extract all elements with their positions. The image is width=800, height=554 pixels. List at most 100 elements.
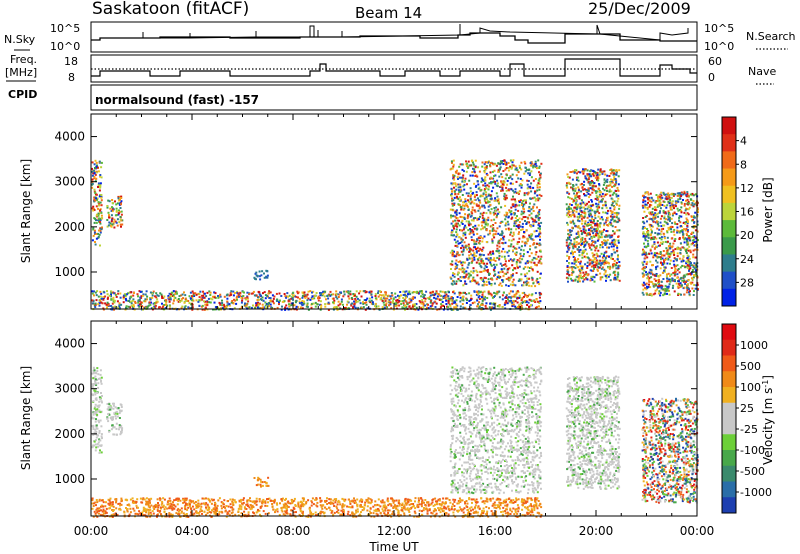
echo-cell [125,293,128,296]
echo-cell [618,264,621,267]
echo-cell [680,191,683,194]
echo-cell [534,190,537,193]
echo-cell [120,210,123,213]
echo-cell [672,195,675,197]
echo-cell [485,196,488,198]
echo-cell [296,292,299,295]
echo-cell [474,166,477,169]
echo-cell [457,271,460,274]
echo-cell [95,237,98,240]
echo-cell [205,295,208,298]
echo-cell [683,286,686,289]
echo-cell [509,301,512,304]
echo-cell [516,306,519,309]
echo-cell [485,201,488,204]
echo-cell [613,251,616,254]
echo-cell [479,201,482,204]
echo-cell [579,248,582,251]
echo-cell [225,305,228,308]
echo-cell [652,284,655,287]
echo-cell [690,215,693,218]
echo-cell [201,304,204,307]
echo-cell [458,176,461,179]
echo-cell [566,182,568,185]
echo-cell [480,177,483,180]
echo-cell [685,199,687,202]
echo-cell [488,274,491,276]
echo-cell [457,193,460,195]
echo-cell [487,259,490,262]
echo-cell [576,280,579,283]
echo-cell [474,194,476,197]
echo-cell [101,297,103,300]
echo-cell [574,187,577,190]
echo-cell [402,294,405,296]
echo-cell [616,229,619,232]
echo-cell [159,292,162,295]
echo-cell [514,295,517,298]
echo-cell [584,220,587,223]
echo-cell [571,250,574,253]
echo-cell [483,290,486,293]
echo-cell [515,261,518,263]
echo-cell [476,180,479,183]
echo-cell [575,275,578,278]
echo-cell [353,302,356,305]
echo-cell [517,227,520,230]
echo-cell [511,303,514,306]
echo-cell [648,252,651,255]
echo-cell [517,209,520,212]
echo-cell [586,273,589,276]
echo-cell [265,276,268,279]
echo-cell [390,292,393,294]
echo-cell [512,238,515,241]
echo-cell [510,167,513,170]
echo-cell [584,240,587,243]
echo-cell [482,184,485,187]
nsky-tick-top: 10^5 [50,22,80,35]
echo-cell [613,241,616,244]
echo-cell [92,172,95,175]
echo-cell [663,215,666,218]
echo-cell [594,214,597,217]
echo-cell [228,304,231,307]
echo-cell [686,202,689,204]
echo-cell [682,255,685,258]
echo-cell [682,222,685,224]
echo-cell [451,199,454,202]
echo-cell [646,230,648,233]
echo-cell [504,168,507,171]
echo-cell [537,217,540,220]
echo-cell [112,296,115,299]
echo-cell [673,251,676,254]
echo-cell [681,279,684,282]
echo-cell [615,267,618,270]
echo-cell [306,303,309,306]
echo-cell [489,258,492,261]
echo-cell [481,259,484,262]
echo-cell [478,298,481,300]
echo-cell [505,294,508,297]
echo-cell [188,302,191,305]
echo-cell [490,306,493,309]
echo-cell [506,302,509,305]
echo-cell [539,250,542,253]
echo-cell [285,295,288,298]
echo-cell [520,304,523,307]
echo-cell [652,273,654,276]
echo-cell [586,202,589,205]
echo-cell [688,269,690,272]
echo-cell [103,291,106,294]
echo-cell [466,204,469,207]
echo-cell [589,183,592,186]
echo-cell [677,294,680,296]
echo-cell [519,255,522,258]
echo-cell [132,303,135,306]
echo-cell [580,277,583,280]
echo-cell [579,202,582,205]
echo-cell [523,208,525,211]
echo-cell [512,231,515,234]
echo-cell [590,180,593,182]
echo-cell [306,299,309,302]
echo-cell [456,225,459,228]
